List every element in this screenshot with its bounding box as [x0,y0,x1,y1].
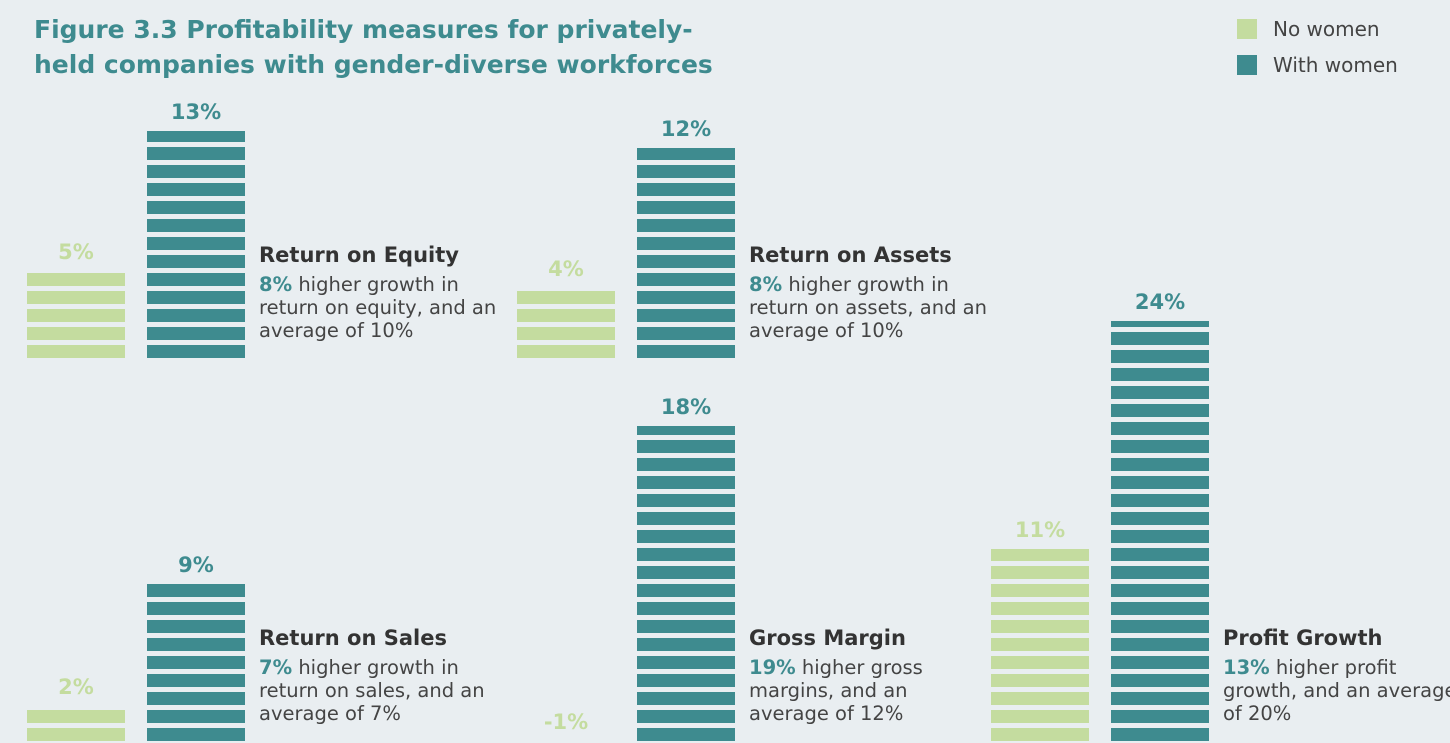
description-highlight: 7% [259,656,293,679]
panel-description: 7% higher growth in return on sales, and… [259,656,499,725]
bar [637,426,735,741]
value-label: 4% [548,257,584,281]
bar [147,130,245,358]
legend-swatch [1237,19,1257,39]
panel-description: 8% higher growth in return on assets, an… [749,273,989,342]
value-label: -1% [543,710,589,734]
value-label: 13% [170,99,222,124]
panel-title: Return on Sales [259,626,447,650]
legend-swatch [1237,55,1257,75]
legend-label: No women [1273,17,1380,41]
description-text: higher gross margins, and an average of … [749,656,923,725]
panel-description: 19% higher gross margins, and an average… [749,656,989,725]
panel-description: 13% higher profit growth, and an average… [1223,656,1450,725]
value-label: 18% [660,395,712,419]
value-label: 24% [1134,290,1186,314]
description-highlight: 19% [749,656,796,679]
legend-label: With women [1273,53,1398,77]
value-label: 9% [178,552,214,577]
description-highlight: 13% [1223,656,1270,679]
value-label: 2% [58,675,94,699]
panel-description: 8% higher growth in return on equity, an… [259,273,499,342]
bar [27,270,125,358]
bar [517,288,615,358]
description-text: higher growth in return on equity, and a… [259,273,497,342]
value-label: 12% [660,117,712,141]
panel-title: Return on Equity [259,243,459,267]
value-label: 5% [58,239,94,264]
description-highlight: 8% [749,273,783,296]
panel-title: Return on Assets [749,243,952,267]
panel-title: Profit Growth [1223,626,1383,650]
bar [1111,321,1209,741]
description-text: higher profit growth, and an average of … [1223,656,1450,725]
panel-title: Gross Margin [749,626,906,650]
description-highlight: 8% [259,273,293,296]
description-text: higher growth in return on sales, and an… [259,656,485,725]
bar [147,583,245,741]
value-label: 11% [1014,517,1066,542]
description-text: higher growth in return on assets, and a… [749,273,987,342]
bar [27,706,125,741]
chart-title: Figure 3.3 Profitability measures for pr… [34,15,713,79]
bar [517,741,615,743]
bar [637,148,735,358]
bar [991,548,1089,741]
